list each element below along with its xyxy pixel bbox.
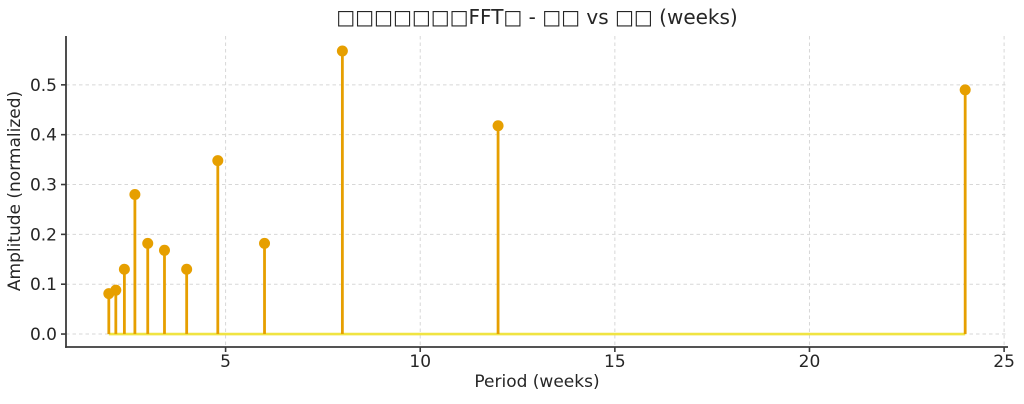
y-tick-label: 0.0	[30, 325, 57, 345]
x-tick-label: 25	[993, 352, 1015, 372]
y-axis-label: Amplitude (normalized)	[5, 90, 25, 292]
y-tick-label: 0.2	[30, 225, 57, 245]
stem-marker	[129, 188, 141, 200]
x-tick-label: 20	[799, 352, 821, 372]
stem-marker	[336, 45, 348, 57]
y-tick-label: 0.5	[30, 76, 57, 96]
stem-marker	[181, 263, 193, 275]
y-tick-label: 0.1	[30, 275, 57, 295]
stem-marker	[259, 237, 271, 249]
x-tick-label: 10	[409, 352, 431, 372]
stem-marker	[158, 244, 170, 256]
x-tick-label: 15	[604, 352, 626, 372]
stem-marker	[492, 120, 504, 132]
stem-marker	[118, 263, 130, 275]
stem-marker	[959, 84, 971, 96]
chart-title: □□□□□□□FFT□ - □□ vs □□ (weeks)	[336, 5, 738, 29]
stem-marker	[212, 155, 224, 167]
stem-marker	[142, 237, 154, 249]
x-axis-label: Period (weeks)	[474, 372, 600, 392]
y-tick-label: 0.4	[30, 126, 57, 146]
x-tick-label: 5	[220, 352, 231, 372]
y-tick-label: 0.3	[30, 176, 57, 196]
stem-marker	[110, 284, 122, 296]
